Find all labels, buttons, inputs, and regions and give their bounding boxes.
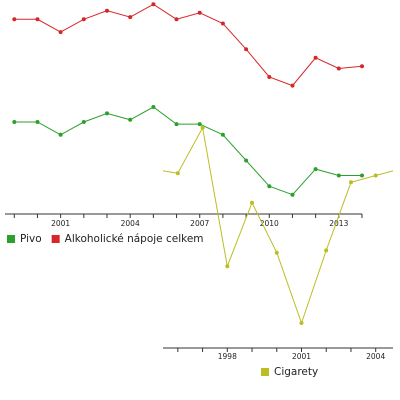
alcohol-series-1-point[interactable] (244, 47, 249, 52)
alcohol-series-1-point[interactable] (12, 17, 17, 22)
alcohol-chart: 2001 2004 2007 2010 2013 Pivo Alkoholické nápo… (5, 2, 364, 245)
alcohol-series-1-point[interactable] (105, 8, 109, 13)
cigarettes-series-0-point[interactable] (349, 180, 353, 185)
cigarettes-legend-swatch (261, 368, 269, 376)
alcohol-series-0-point[interactable] (35, 120, 40, 124)
alcohol-series-1-point[interactable] (336, 66, 341, 71)
alcohol-series-0-point[interactable] (313, 167, 318, 172)
alcohol-series-1-point[interactable] (35, 17, 40, 22)
alcohol-x-tick-label: 2001 (51, 219, 70, 228)
cigarettes-series-0-point[interactable] (200, 125, 205, 130)
alcohol-series-0-point[interactable] (220, 132, 225, 137)
alcohol-legend-swatch (51, 235, 60, 243)
cigarettes-legend-label[interactable]: Cigarety (274, 366, 318, 378)
alcohol-series-1-point[interactable] (151, 2, 156, 7)
cigarettes-series-0-point[interactable] (299, 321, 304, 325)
alcohol-legend-swatch (7, 235, 15, 243)
alcohol-series-0-point[interactable] (81, 120, 86, 124)
alcohol-series-0-point[interactable] (151, 105, 156, 109)
alcohol-series-0-point[interactable] (267, 184, 272, 189)
cigarettes-x-tick-label: 1998 (218, 352, 237, 361)
alcohol-series-1-point[interactable] (313, 55, 318, 60)
cigarettes-series-0-point[interactable] (274, 250, 279, 255)
alcohol-series-1-point[interactable] (290, 83, 295, 88)
alcohol-series-0-point[interactable] (105, 111, 109, 116)
alcohol-series-0-point[interactable] (58, 132, 63, 137)
cigarettes-series-0-point[interactable] (175, 171, 180, 176)
alcohol-series-1-point[interactable] (220, 21, 225, 26)
alcohol-series-0-point[interactable] (290, 192, 295, 197)
cigarettes-chart: 1998 2001 2004 Cigarety (162, 125, 394, 378)
alcohol-legend-label[interactable]: Alkoholické nápoje celkem (65, 233, 204, 245)
cigarettes-x-tick-label: 2001 (292, 352, 311, 361)
alcohol-series-1-point[interactable] (197, 10, 202, 15)
cigarettes-series-0-point[interactable] (250, 200, 254, 205)
cigarettes-series-0-point[interactable] (324, 248, 329, 253)
alcohol-series-0-point[interactable] (360, 173, 364, 178)
alcohol-legend-label[interactable]: Pivo (20, 233, 42, 245)
alcohol-series-1-line (14, 3, 363, 87)
alcohol-series-0-line (14, 106, 362, 196)
alcohol-series-0-point[interactable] (128, 117, 133, 122)
alcohol-series-0-point[interactable] (336, 173, 341, 178)
alcohol-x-tick-label: 2010 (260, 219, 279, 228)
alcohol-x-tick-label: 2004 (121, 219, 140, 228)
alcohol-series-1-point[interactable] (267, 75, 272, 79)
cigarettes-series-0-point[interactable] (373, 173, 378, 178)
alcohol-series-1-point[interactable] (360, 64, 364, 69)
cigarettes-series-0-point[interactable] (225, 264, 230, 269)
cigarettes-x-tick-label: 2004 (366, 352, 385, 361)
alcohol-series-0-point[interactable] (12, 120, 17, 124)
alcohol-series-0-point[interactable] (244, 158, 249, 163)
alcohol-series-0-point[interactable] (174, 122, 179, 127)
alcohol-series-1-point[interactable] (81, 17, 86, 22)
alcohol-series-1-point[interactable] (128, 15, 133, 20)
alcohol-series-1-point[interactable] (58, 30, 63, 35)
alcohol-series-1-point[interactable] (174, 17, 179, 22)
alcohol-x-tick-label: 2007 (190, 219, 209, 228)
alcohol-series-0-point[interactable] (197, 122, 202, 127)
alcohol-x-tick-label: 2013 (329, 219, 348, 228)
